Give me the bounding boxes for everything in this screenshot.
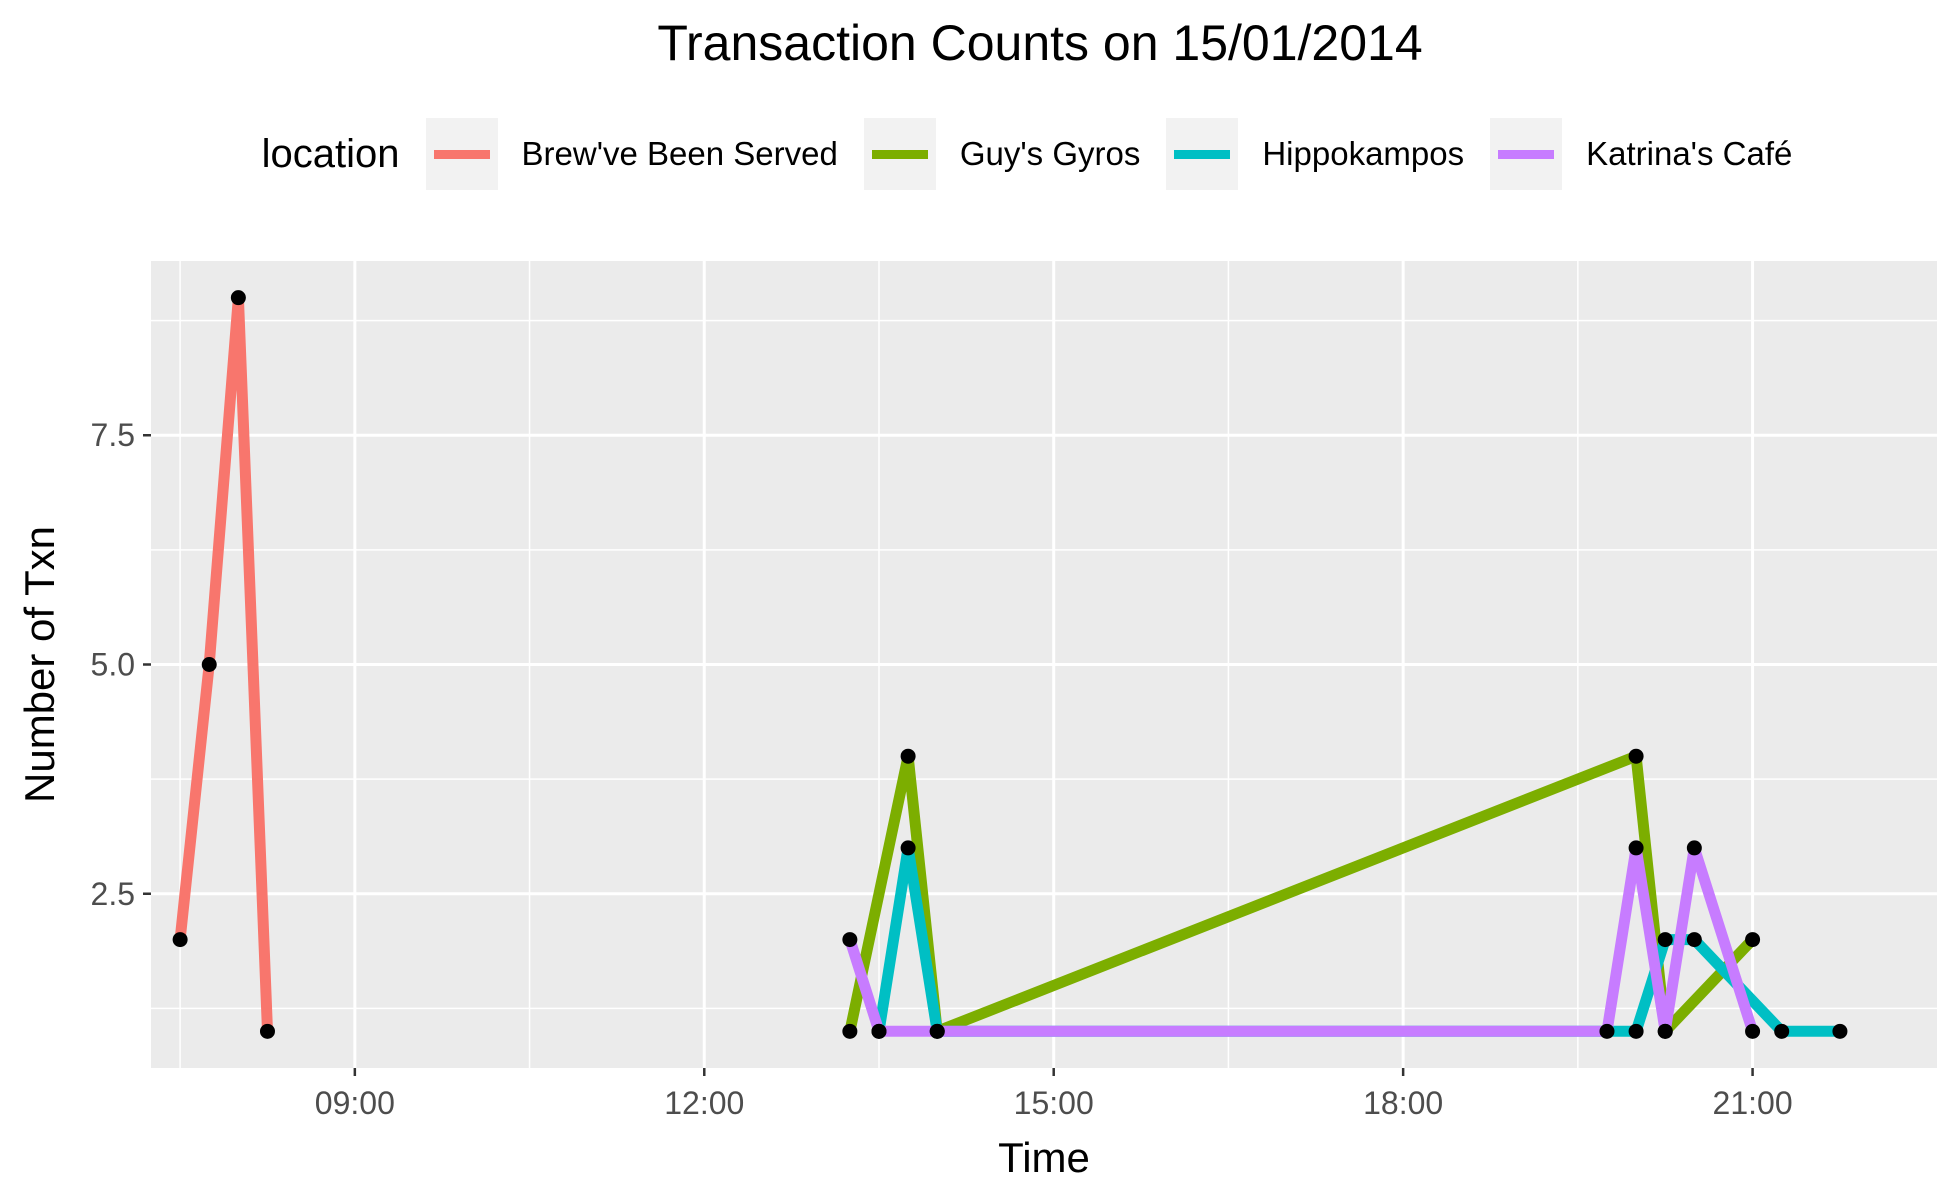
x-axis-label: Time xyxy=(998,1134,1090,1181)
data-point-1-5 xyxy=(1745,932,1761,948)
data-point-2-3 xyxy=(1628,1023,1644,1039)
legend-item-0: Brew've Been Served xyxy=(425,118,838,190)
legend-key-2 xyxy=(1166,118,1239,190)
x-tick-label-4: 21:00 xyxy=(1713,1085,1793,1121)
data-point-3-1 xyxy=(871,1023,887,1039)
data-point-2-5 xyxy=(1686,932,1702,948)
legend-label-2: Hippokampos xyxy=(1262,135,1465,172)
legend-swatch-0 xyxy=(433,150,490,159)
data-point-3-0 xyxy=(842,932,858,948)
y-tick-label-0: 2.5 xyxy=(91,876,135,912)
y-axis-label: Number of Txn xyxy=(16,526,63,803)
legend-key-1 xyxy=(863,118,936,190)
data-point-2-4 xyxy=(1657,932,1673,948)
data-point-2-2 xyxy=(929,1023,945,1039)
data-point-0-3 xyxy=(259,1023,275,1039)
x-tick-label-0: 09:00 xyxy=(315,1085,395,1121)
chart-title: Transaction Counts on 15/01/2014 xyxy=(657,15,1423,71)
legend-title: location xyxy=(261,131,400,176)
x-tick-label-3: 18:00 xyxy=(1363,1085,1443,1121)
data-point-1-3 xyxy=(1628,748,1644,764)
data-point-2-7 xyxy=(1832,1023,1848,1039)
data-point-1-0 xyxy=(842,1023,858,1039)
y-tick-label-1: 5.0 xyxy=(91,647,135,683)
data-point-0-1 xyxy=(201,657,217,672)
y-tick-label-2: 7.5 xyxy=(91,417,135,453)
series-line-0 xyxy=(174,292,273,1032)
legend-swatch-1 xyxy=(871,150,928,159)
data-point-3-4 xyxy=(1657,1023,1673,1039)
series-line-1 xyxy=(844,750,1757,1037)
x-axis: 09:00 12:00 15:00 18:00 21:00 xyxy=(315,1068,1793,1121)
data-point-2-6 xyxy=(1774,1023,1790,1039)
data-point-0-0 xyxy=(172,932,188,948)
series-line-2 xyxy=(873,842,1840,1037)
points-layer xyxy=(172,290,1848,1039)
legend-swatch-3 xyxy=(1498,150,1555,159)
x-tick-label-1: 12:00 xyxy=(664,1085,744,1121)
data-point-0-2 xyxy=(230,290,246,306)
data-point-1-1 xyxy=(900,748,916,764)
data-point-3-5 xyxy=(1686,840,1702,856)
legend-label-0: Brew've Been Served xyxy=(521,135,838,172)
legend: location Brew've Been Served Guy's Gyros… xyxy=(0,118,1949,190)
data-point-3-2 xyxy=(1599,1023,1615,1039)
data-point-3-6 xyxy=(1745,1023,1761,1039)
legend-item-1: Guy's Gyros xyxy=(863,118,1141,190)
legend-key-3 xyxy=(1490,118,1563,190)
legend-label-3: Katrina's Café xyxy=(1586,135,1793,172)
x-tick-label-2: 15:00 xyxy=(1014,1085,1094,1121)
data-point-3-3 xyxy=(1628,840,1644,856)
legend-label-1: Guy's Gyros xyxy=(959,135,1141,172)
data-point-2-1 xyxy=(900,840,916,856)
legend-item-2: Hippokampos xyxy=(1166,118,1464,190)
y-axis: 2.5 5.0 7.5 xyxy=(91,417,151,912)
legend-item-3: Katrina's Café xyxy=(1490,118,1792,190)
legend-key-0 xyxy=(425,118,498,190)
legend-swatch-2 xyxy=(1174,150,1231,159)
